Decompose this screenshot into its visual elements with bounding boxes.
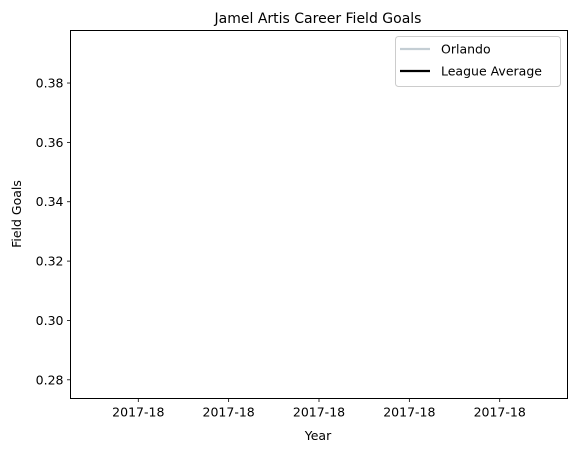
plot-area: [70, 30, 568, 399]
y-tick-label: 0.34: [36, 194, 64, 209]
x-tick-label: 2017-18: [383, 405, 435, 420]
x-tick-label: 2017-18: [203, 405, 255, 420]
legend-box: [395, 36, 561, 87]
x-axis-label: Year: [304, 428, 332, 443]
x-tick-label: 2017-18: [474, 405, 526, 420]
legend-label-league-average: League Average: [441, 64, 542, 79]
y-tick-label: 0.28: [36, 372, 64, 387]
y-axis: 0.28 0.30 0.32 0.34 0.36 0.38: [36, 76, 71, 387]
legend: Orlando League Average: [395, 36, 561, 87]
x-axis: 2017-18 2017-18 2017-18 2017-18 2017-18: [112, 398, 526, 420]
y-tick-label: 0.32: [36, 254, 64, 269]
y-tick-label: 0.30: [36, 313, 64, 328]
x-tick-label: 2017-18: [112, 405, 164, 420]
chart-title: Jamel Artis Career Field Goals: [214, 11, 422, 27]
y-axis-label: Field Goals: [9, 180, 24, 248]
y-tick-label: 0.36: [36, 135, 64, 150]
y-tick-label: 0.38: [36, 76, 64, 91]
legend-label-orlando: Orlando: [441, 42, 491, 57]
x-tick-label: 2017-18: [293, 405, 345, 420]
